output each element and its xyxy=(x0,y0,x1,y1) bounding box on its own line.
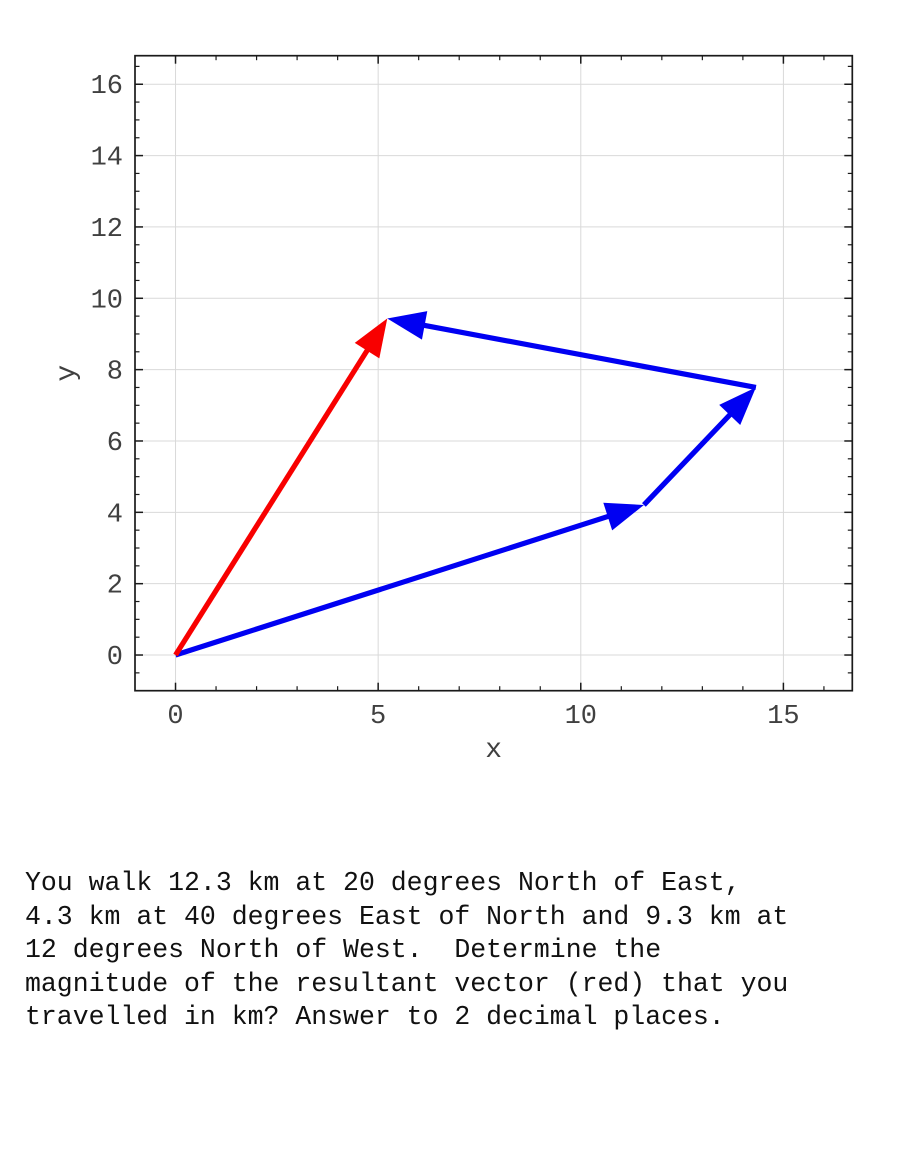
x-tick-label: 5 xyxy=(370,702,386,732)
x-tick-label: 10 xyxy=(565,702,597,732)
axes-box xyxy=(134,54,854,692)
question-text: You walk 12.3 km at 20 degrees North of … xyxy=(25,868,789,1032)
y-tick-label: 16 xyxy=(91,72,123,102)
y-tick-label: 4 xyxy=(107,500,123,530)
vector-plot: 0 5 10 15 0 2 4 6 8 10 12 14 16 x y xyxy=(52,54,854,766)
arrowhead-leg-1-blue xyxy=(603,502,644,531)
y-tick-label: 14 xyxy=(91,144,123,174)
arrowhead-leg-2-blue xyxy=(719,387,756,425)
grid xyxy=(135,55,853,691)
y-tick-labels: 0 2 4 6 8 10 12 14 16 xyxy=(91,72,123,673)
y-tick-label: 2 xyxy=(107,572,123,602)
tick-marks xyxy=(135,55,853,691)
y-tick-label: 6 xyxy=(107,429,123,459)
vector-leg-1-blue xyxy=(174,502,644,658)
x-tick-labels: 0 5 10 15 xyxy=(167,702,799,732)
y-tick-label: 0 xyxy=(107,643,123,673)
vector-resultant-red xyxy=(173,318,388,657)
x-axis-label: x xyxy=(485,735,502,766)
vector-leg-2-blue xyxy=(642,387,756,507)
y-tick-label: 8 xyxy=(107,358,123,388)
vector-leg-3-blue xyxy=(387,311,757,390)
y-tick-label: 10 xyxy=(91,286,123,316)
x-tick-label: 0 xyxy=(167,702,183,732)
x-tick-label: 15 xyxy=(767,702,799,732)
y-axis-label: y xyxy=(52,365,83,382)
y-tick-label: 12 xyxy=(91,215,123,245)
arrowhead-leg-3-blue xyxy=(387,311,428,340)
arrowhead-resultant-red xyxy=(354,318,388,359)
